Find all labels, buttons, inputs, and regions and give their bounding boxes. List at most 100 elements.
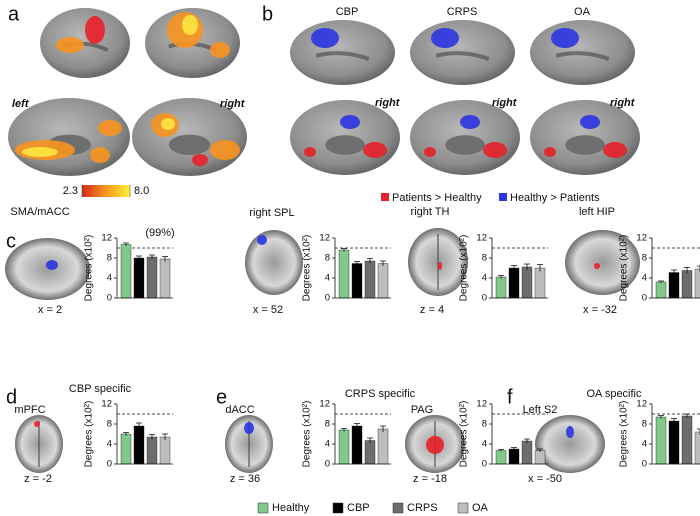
error-bar bbox=[671, 269, 677, 275]
error-bar bbox=[162, 433, 168, 440]
label: right bbox=[492, 97, 518, 109]
y-tick-label: 4 bbox=[325, 439, 330, 450]
error-bar bbox=[162, 256, 168, 262]
activation-blob bbox=[483, 142, 507, 158]
label: z = 4 bbox=[420, 304, 444, 316]
error-bar bbox=[658, 280, 664, 283]
medial-wall bbox=[325, 135, 365, 155]
activation-blob bbox=[438, 262, 442, 270]
error-bar bbox=[511, 447, 517, 451]
bar bbox=[681, 415, 693, 465]
activation-blob bbox=[56, 37, 84, 53]
bar bbox=[338, 429, 350, 465]
activation-blob bbox=[244, 422, 254, 434]
activation-blob bbox=[566, 426, 574, 438]
bar bbox=[146, 256, 158, 299]
activation-blob bbox=[46, 260, 58, 270]
activation-blob bbox=[85, 16, 105, 44]
label: Healthy > Patients bbox=[510, 192, 600, 204]
activation-blob bbox=[424, 147, 436, 157]
error-bar bbox=[498, 275, 504, 279]
error-bar bbox=[123, 242, 129, 246]
label: OA bbox=[472, 502, 489, 514]
y-tick-label: 0 bbox=[325, 459, 330, 470]
error-bar bbox=[697, 428, 700, 435]
sulcus bbox=[435, 51, 490, 61]
label: z = 36 bbox=[230, 473, 260, 485]
bar bbox=[495, 276, 507, 299]
bar bbox=[668, 420, 680, 465]
label: a bbox=[8, 3, 20, 25]
sulcus bbox=[315, 51, 370, 61]
error-bar bbox=[380, 260, 386, 266]
bar bbox=[364, 440, 376, 465]
label: b bbox=[262, 3, 273, 25]
bar bbox=[351, 263, 363, 299]
label: d bbox=[6, 386, 17, 408]
activation-blob bbox=[431, 28, 459, 48]
label: CRPS specific bbox=[345, 388, 416, 400]
y-axis-label: Degrees (x10²) bbox=[84, 401, 95, 468]
y-tick-label: 4 bbox=[642, 273, 647, 284]
error-bar bbox=[524, 263, 530, 270]
activation-blob bbox=[22, 147, 58, 157]
y-tick-label: 12 bbox=[101, 233, 112, 244]
y-tick-label: 4 bbox=[642, 439, 647, 450]
label: right bbox=[610, 97, 636, 109]
error-bar bbox=[341, 248, 347, 252]
y-tick-label: 0 bbox=[642, 459, 647, 470]
activation-blob bbox=[594, 263, 600, 269]
mri-slice bbox=[565, 230, 640, 295]
legend-swatch bbox=[457, 502, 469, 514]
error-bar bbox=[511, 265, 517, 271]
label: CRPS bbox=[407, 502, 438, 514]
y-axis-label: Degrees (x10²) bbox=[459, 235, 470, 302]
y-tick-label: 8 bbox=[325, 253, 330, 264]
activation-blob bbox=[551, 28, 579, 48]
activation-blob bbox=[426, 436, 444, 454]
label: CBP bbox=[347, 502, 370, 514]
error-bar bbox=[123, 432, 129, 436]
legend-swatch bbox=[392, 502, 404, 514]
label: (99%) bbox=[145, 227, 174, 239]
y-tick-label: 0 bbox=[107, 293, 112, 304]
bar bbox=[508, 448, 520, 465]
y-tick-label: 0 bbox=[482, 293, 487, 304]
y-tick-label: 8 bbox=[642, 419, 647, 430]
y-tick-label: 12 bbox=[319, 399, 330, 410]
bar bbox=[508, 267, 520, 299]
label: CBP specific bbox=[69, 383, 132, 395]
error-bar bbox=[367, 437, 373, 443]
activation-blob bbox=[304, 147, 316, 157]
medial-wall bbox=[445, 135, 485, 155]
bar bbox=[521, 440, 533, 465]
y-tick-label: 12 bbox=[636, 399, 647, 410]
label: Patients > Healthy bbox=[392, 192, 482, 204]
label: c bbox=[6, 230, 16, 252]
error-bar bbox=[341, 428, 347, 432]
mri-slice bbox=[245, 230, 303, 295]
colorbar bbox=[82, 185, 130, 197]
bar bbox=[694, 268, 700, 299]
label: x = 52 bbox=[253, 304, 283, 316]
activation-blob bbox=[210, 42, 230, 58]
error-bar bbox=[537, 264, 543, 272]
error-bar bbox=[367, 258, 373, 264]
y-tick-label: 8 bbox=[642, 253, 647, 264]
bar bbox=[146, 436, 158, 465]
y-tick-label: 12 bbox=[476, 399, 487, 410]
activation-blob bbox=[460, 115, 480, 129]
activation-blob bbox=[34, 421, 40, 427]
error-bar bbox=[354, 261, 360, 266]
bar bbox=[521, 266, 533, 299]
error-bar bbox=[537, 448, 543, 452]
bar bbox=[159, 258, 171, 299]
label: right SPL bbox=[249, 207, 294, 219]
y-tick-label: 0 bbox=[642, 293, 647, 304]
mri-slice bbox=[535, 415, 605, 473]
activation-blob bbox=[210, 140, 240, 160]
bar bbox=[655, 281, 667, 299]
label: mPFC bbox=[14, 404, 45, 416]
y-tick-label: 12 bbox=[476, 233, 487, 244]
